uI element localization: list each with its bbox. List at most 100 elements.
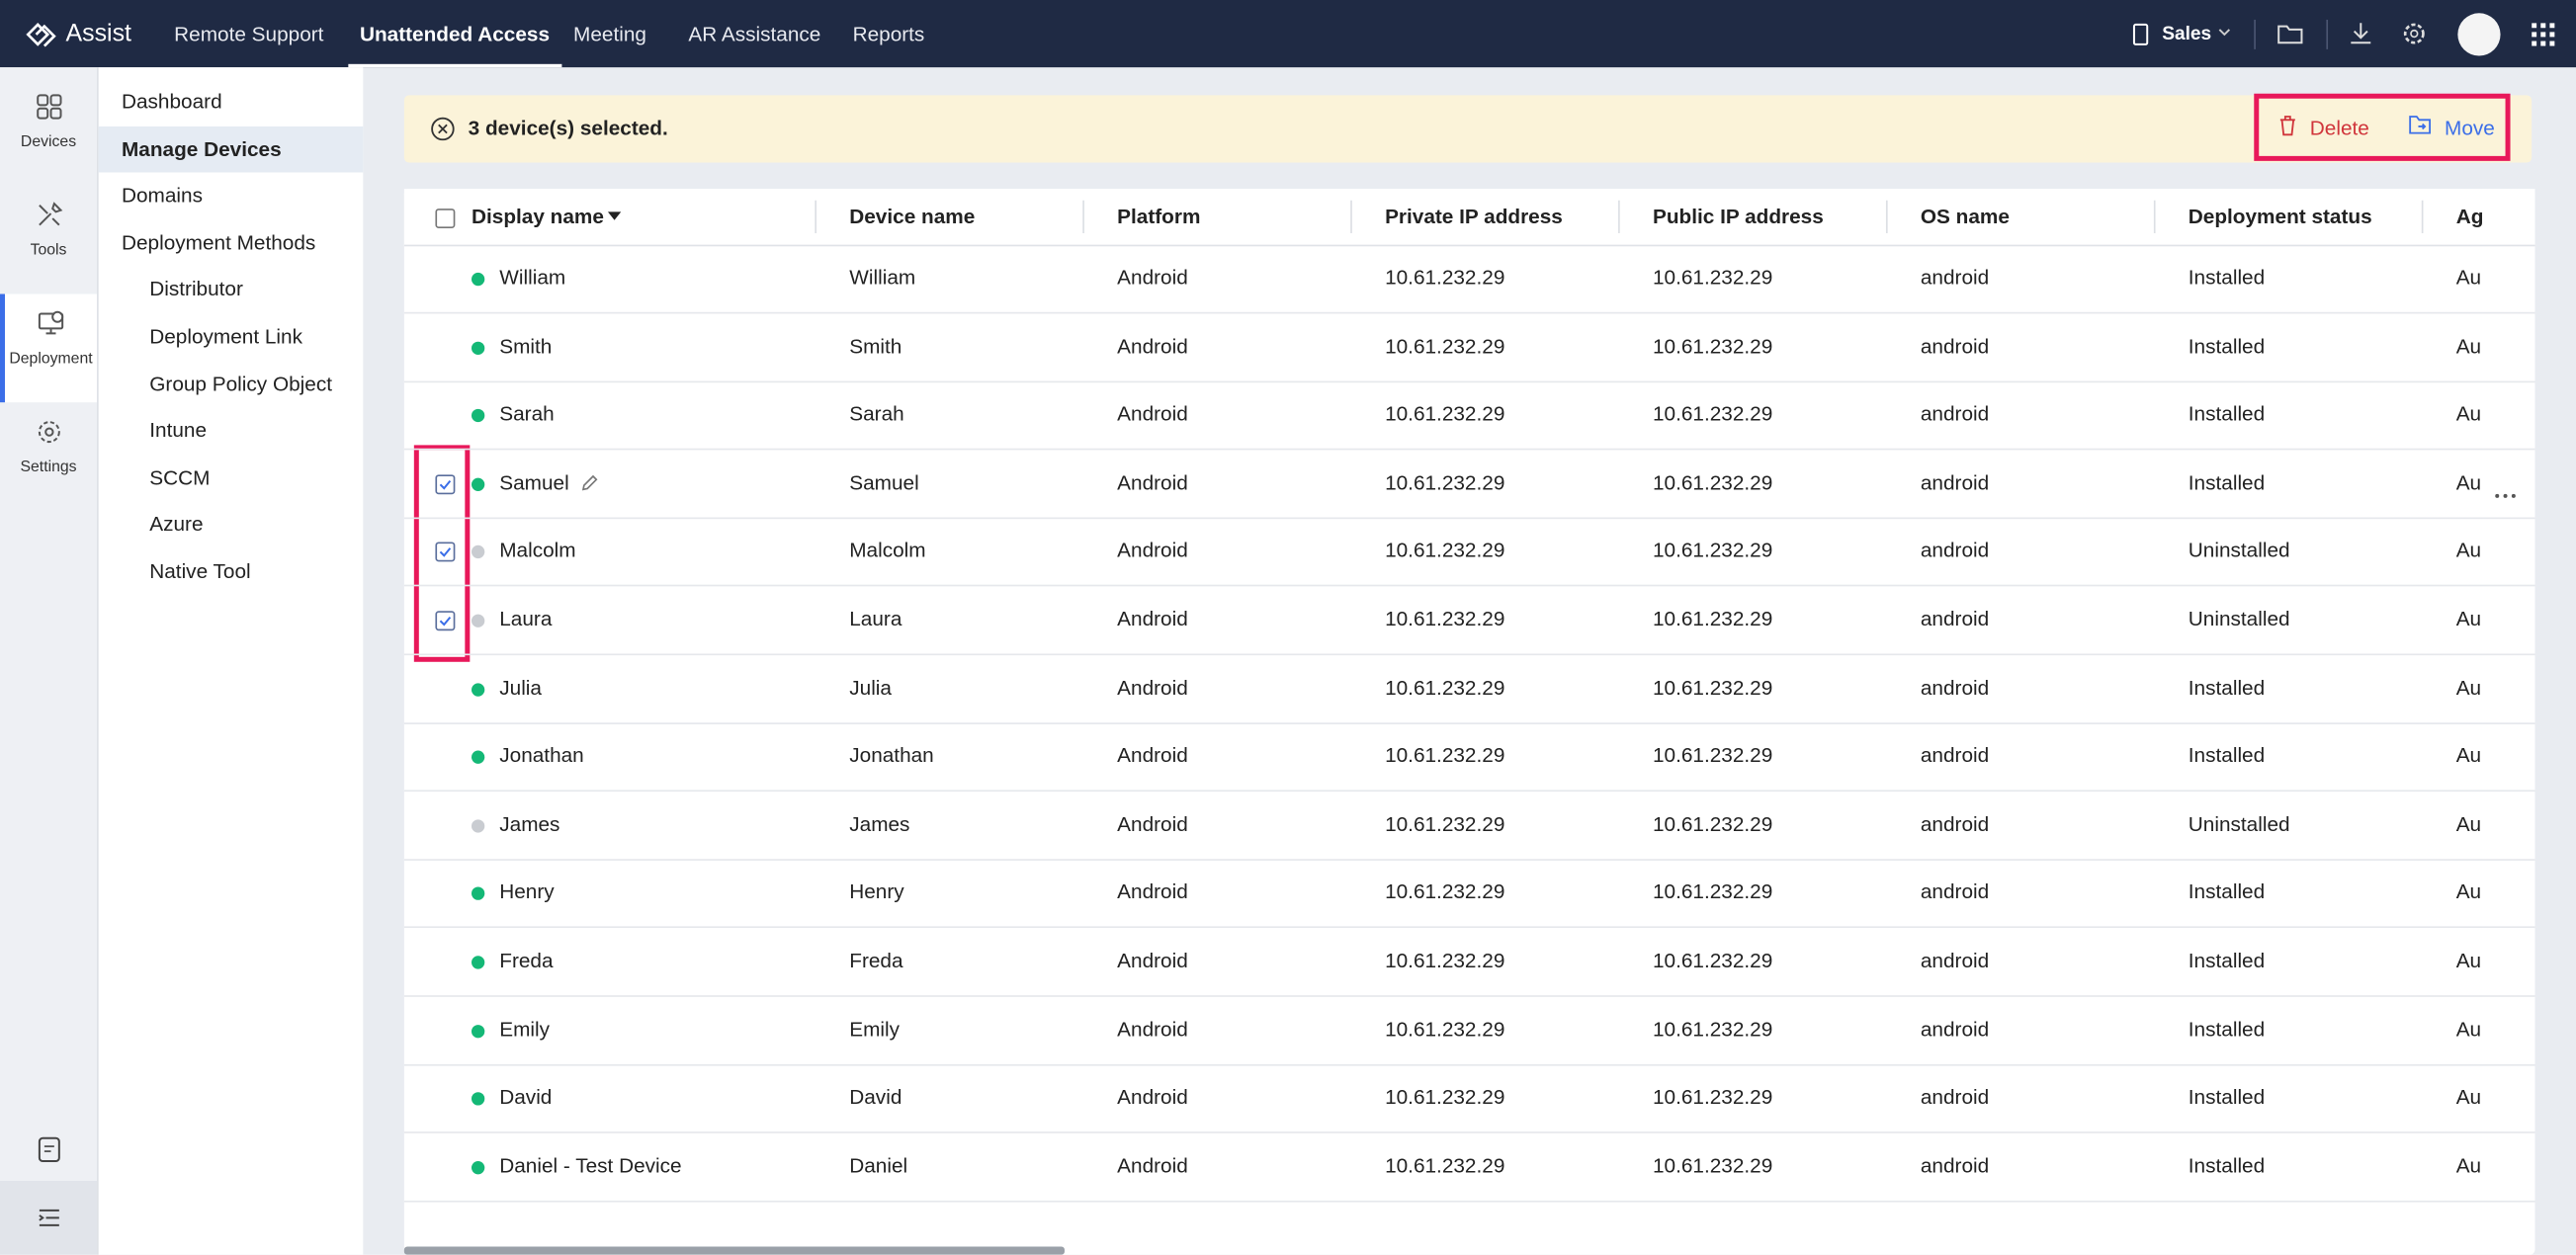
table-cell: Installed — [2189, 450, 2265, 517]
menu-sub-item[interactable]: Native Tool — [99, 548, 364, 595]
column-header[interactable]: Device name — [849, 189, 975, 245]
delete-action[interactable]: Delete — [2310, 95, 2369, 162]
column-header[interactable]: Platform — [1117, 189, 1200, 245]
table-cell: Au — [2456, 860, 2481, 927]
apps-icon[interactable] — [2532, 23, 2554, 45]
selection-banner: 3 device(s) selected. Delete Move — [404, 95, 2532, 162]
column-header[interactable]: OS name — [1921, 189, 2010, 245]
table-cell: Installed — [2189, 860, 2265, 927]
table-cell: Installed — [2189, 245, 2265, 312]
table-cell: Henry — [499, 860, 554, 927]
row-checkbox[interactable] — [435, 611, 455, 630]
table-cell: Sarah — [849, 381, 903, 449]
workspace[interactable]: Sales — [2162, 0, 2211, 69]
more-icon[interactable] — [2494, 481, 2517, 488]
rail-item[interactable]: Settings — [0, 402, 97, 511]
scrollbar[interactable] — [404, 1246, 1065, 1254]
table-cell: Freda — [499, 928, 553, 995]
dots — [2494, 492, 2517, 499]
nav-item[interactable]: Unattended Access — [348, 0, 560, 67]
table-cell: android — [1921, 586, 1989, 653]
move-icon — [2408, 115, 2431, 134]
table-row[interactable]: LauraLauraAndroid10.61.232.2910.61.232.2… — [404, 586, 2535, 653]
column-separator — [815, 201, 816, 233]
nav-item[interactable]: Remote Support — [174, 0, 323, 67]
collapse-area[interactable] — [0, 1181, 97, 1255]
table-cell: Henry — [849, 860, 903, 927]
table-cell: Uninstalled — [2189, 792, 2290, 859]
move-action[interactable]: Move — [2445, 95, 2495, 162]
menu-sub-item[interactable]: SCCM — [99, 455, 364, 501]
table-cell: 10.61.232.29 — [1385, 928, 1504, 995]
menu-sub-item[interactable]: Intune — [99, 407, 364, 454]
avatar[interactable] — [2457, 13, 2500, 55]
table-row[interactable]: WilliamWilliamAndroid10.61.232.2910.61.2… — [404, 245, 2535, 312]
table-row[interactable]: HenryHenryAndroid10.61.232.2910.61.232.2… — [404, 860, 2535, 927]
status-dot — [472, 819, 484, 832]
table-cell: 10.61.232.29 — [1653, 1132, 1772, 1200]
status-dot — [472, 545, 484, 558]
table-cell: Android — [1117, 586, 1188, 653]
table-cell: 10.61.232.29 — [1653, 313, 1772, 380]
rail-item[interactable]: Tools — [0, 186, 97, 294]
table-cell: Malcolm — [849, 518, 925, 585]
rail-item[interactable]: Deployment — [0, 293, 97, 402]
menu-item[interactable]: Deployment Methods — [99, 219, 364, 266]
menu-sub-item[interactable]: Distributor — [99, 267, 364, 313]
column-header[interactable]: Display name — [472, 189, 604, 245]
table-cell: Emily — [849, 996, 900, 1063]
settings-icon[interactable] — [2402, 22, 2427, 46]
nav-item[interactable]: AR Assistance — [688, 0, 820, 67]
table-row[interactable]: SamuelSamuelAndroid10.61.232.2910.61.232… — [404, 450, 2535, 517]
folder-icon[interactable] — [2277, 23, 2304, 44]
rail-item[interactable]: Devices — [0, 77, 97, 186]
row-checkbox[interactable] — [435, 474, 455, 494]
status-dot — [472, 887, 484, 900]
table-cell: Daniel — [849, 1132, 907, 1200]
column-header[interactable]: Deployment status — [2189, 189, 2372, 245]
table-cell: Installed — [2189, 1064, 2265, 1131]
divider — [2254, 20, 2256, 49]
menu-sub-item[interactable]: Azure — [99, 502, 364, 548]
table-row[interactable]: JamesJamesAndroid10.61.232.2910.61.232.2… — [404, 792, 2535, 859]
edit-icon[interactable] — [580, 472, 600, 492]
table-cell: 10.61.232.29 — [1385, 654, 1504, 721]
table-row[interactable]: JonathanJonathanAndroid10.61.232.2910.61… — [404, 723, 2535, 791]
check — [437, 476, 454, 493]
table-row[interactable]: MalcolmMalcolmAndroid10.61.232.2910.61.2… — [404, 518, 2535, 585]
status-dot — [472, 409, 484, 422]
table-row[interactable]: FredaFredaAndroid10.61.232.2910.61.232.2… — [404, 928, 2535, 995]
table-cell: 10.61.232.29 — [1653, 654, 1772, 721]
column-header[interactable]: Public IP address — [1653, 189, 1824, 245]
column-separator — [1618, 201, 1620, 233]
menu-sub-item[interactable]: Deployment Link — [99, 313, 364, 360]
table-cell: 10.61.232.29 — [1653, 792, 1772, 859]
table-cell: Freda — [849, 928, 902, 995]
table-row[interactable]: DavidDavidAndroid10.61.232.2910.61.232.2… — [404, 1064, 2535, 1131]
table-row[interactable]: Daniel - Test DeviceDanielAndroid10.61.2… — [404, 1132, 2535, 1200]
nav-item[interactable]: Reports — [853, 0, 925, 67]
help-icon[interactable] — [37, 1136, 63, 1163]
column-header[interactable]: Private IP address — [1385, 189, 1563, 245]
sort-caret[interactable] — [608, 211, 621, 219]
select-all[interactable] — [435, 209, 455, 228]
table-cell: Au — [2456, 654, 2481, 721]
clear-icon[interactable] — [430, 117, 455, 141]
column-header[interactable]: Ag — [2456, 189, 2484, 245]
download-icon[interactable] — [2350, 22, 2372, 46]
status-dot — [472, 956, 484, 968]
table-row[interactable]: EmilyEmilyAndroid10.61.232.2910.61.232.2… — [404, 996, 2535, 1063]
menu-item[interactable]: Manage Devices — [99, 126, 364, 172]
menu-item[interactable]: Dashboard — [99, 79, 364, 126]
table-row[interactable]: JuliaJuliaAndroid10.61.232.2910.61.232.2… — [404, 654, 2535, 721]
table-cell: Emily — [499, 996, 550, 1063]
menu-sub-item[interactable]: Group Policy Object — [99, 361, 364, 407]
table-row[interactable]: SmithSmithAndroid10.61.232.2910.61.232.2… — [404, 313, 2535, 380]
table-row[interactable]: SarahSarahAndroid10.61.232.2910.61.232.2… — [404, 381, 2535, 449]
table-cell: Smith — [499, 313, 552, 380]
nav-item[interactable]: Meeting — [573, 0, 646, 67]
table-cell: android — [1921, 1132, 1989, 1200]
menu-item[interactable]: Domains — [99, 173, 364, 219]
row-checkbox[interactable] — [435, 543, 455, 562]
table-cell: Installed — [2189, 381, 2265, 449]
